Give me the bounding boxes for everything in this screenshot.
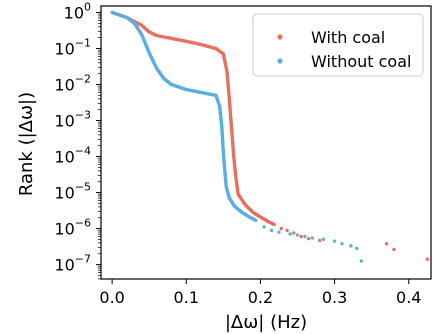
data-point — [340, 242, 344, 246]
legend-box — [252, 13, 424, 77]
data-point — [272, 222, 276, 227]
y-tick-label: 10−2 — [54, 73, 91, 95]
data-point — [285, 228, 289, 233]
y-axis: 100 10−1 10−2 10−3 10−4 10−5 10−6 10−7 — [54, 0, 101, 280]
data-point — [349, 244, 353, 248]
data-point — [355, 246, 359, 251]
data-point — [292, 231, 296, 235]
x-tick-label: 0.1 — [174, 288, 199, 307]
legend-label-without-coal: Without coal — [311, 52, 411, 71]
y-tick-label: 10−3 — [54, 109, 91, 131]
data-marks — [110, 10, 429, 263]
legend-marker-with-coal — [277, 34, 283, 40]
data-point — [277, 230, 281, 234]
data-point — [303, 234, 307, 239]
y-axis-label: Rank (|Δω|) — [16, 92, 37, 196]
x-tick-label: 0.0 — [99, 288, 124, 307]
data-point — [321, 237, 326, 242]
data-point — [299, 234, 303, 239]
legend: With coal Without coal — [252, 13, 424, 77]
x-axis-label: |Δω| (Hz) — [225, 312, 307, 333]
data-point — [310, 236, 315, 240]
data-point — [306, 236, 311, 241]
data-point — [295, 233, 300, 237]
data-point — [425, 257, 429, 261]
data-point — [262, 225, 266, 229]
y-tick-label: 10−6 — [54, 217, 91, 239]
series-without-coal — [110, 10, 363, 263]
data-point — [318, 238, 322, 243]
x-tick-label: 0.4 — [396, 288, 421, 307]
y-tick-label: 10−7 — [54, 253, 91, 275]
x-axis: 0.0 0.1 0.2 0.3 0.4 — [99, 279, 421, 307]
plot-frame — [100, 5, 432, 280]
y-tick-label: 10−5 — [54, 181, 91, 203]
x-tick-label: 0.3 — [322, 288, 347, 307]
data-point — [332, 239, 337, 243]
data-point — [269, 228, 274, 233]
y-tick-label: 100 — [64, 0, 91, 22]
legend-marker-without-coal — [277, 58, 283, 64]
legend-label-with-coal: With coal — [311, 28, 385, 47]
data-point — [253, 218, 258, 222]
y-tick-label: 10−4 — [54, 145, 91, 167]
y-tick-label: 10−1 — [54, 36, 91, 58]
data-point — [359, 259, 363, 263]
data-point — [279, 226, 283, 231]
x-tick-label: 0.2 — [248, 288, 273, 307]
data-point — [384, 242, 389, 246]
data-point — [288, 232, 292, 236]
data-point — [392, 247, 396, 252]
